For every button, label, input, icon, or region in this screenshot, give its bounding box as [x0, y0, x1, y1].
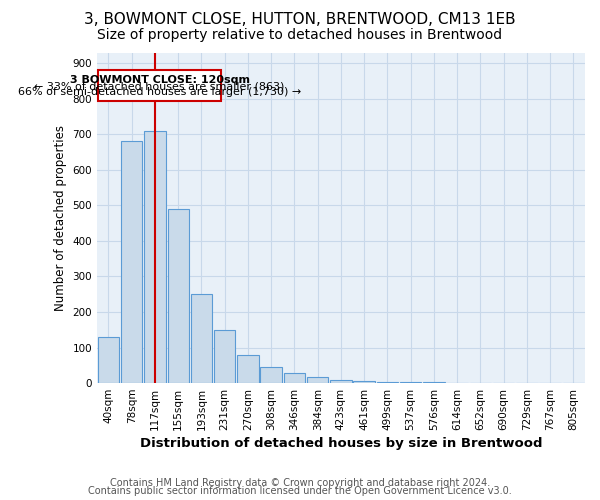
Bar — [98, 337, 119, 383]
Text: 3, BOWMONT CLOSE, HUTTON, BRENTWOOD, CM13 1EB: 3, BOWMONT CLOSE, HUTTON, BRENTWOOD, CM1… — [84, 12, 516, 28]
Text: 3 BOWMONT CLOSE: 120sqm: 3 BOWMONT CLOSE: 120sqm — [70, 75, 250, 85]
Bar — [400, 382, 421, 383]
Text: Size of property relative to detached houses in Brentwood: Size of property relative to detached ho… — [97, 28, 503, 42]
Text: Contains public sector information licensed under the Open Government Licence v3: Contains public sector information licen… — [88, 486, 512, 496]
Bar — [121, 142, 142, 383]
Bar — [191, 294, 212, 383]
Bar — [284, 373, 305, 383]
Bar — [423, 382, 445, 383]
X-axis label: Distribution of detached houses by size in Brentwood: Distribution of detached houses by size … — [140, 437, 542, 450]
Bar — [330, 380, 352, 383]
Text: 66% of semi-detached houses are larger (1,730) →: 66% of semi-detached houses are larger (… — [18, 87, 301, 97]
Bar — [214, 330, 235, 383]
Bar — [307, 376, 328, 383]
Y-axis label: Number of detached properties: Number of detached properties — [54, 125, 67, 311]
Text: ← 33% of detached houses are smaller (863): ← 33% of detached houses are smaller (86… — [34, 82, 285, 92]
Bar — [260, 367, 282, 383]
Bar — [353, 380, 375, 383]
FancyBboxPatch shape — [98, 70, 221, 101]
Bar — [167, 209, 189, 383]
Text: Contains HM Land Registry data © Crown copyright and database right 2024.: Contains HM Land Registry data © Crown c… — [110, 478, 490, 488]
Bar — [237, 354, 259, 383]
Bar — [377, 382, 398, 383]
Bar — [144, 130, 166, 383]
